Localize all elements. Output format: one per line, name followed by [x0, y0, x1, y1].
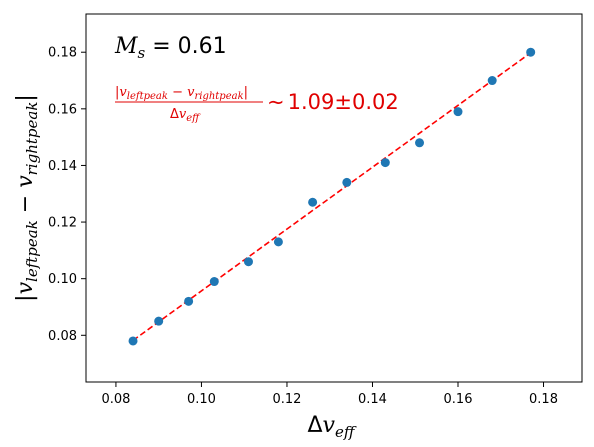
- ratio-den-v: v: [179, 107, 187, 122]
- ms-symbol: M: [114, 34, 138, 59]
- y-tick-label: 0.16: [48, 102, 77, 117]
- x-axis-label-v: v: [323, 413, 336, 438]
- data-point: [526, 47, 536, 57]
- y-axis-label-sub2: rightpeak: [23, 102, 41, 176]
- data-point: [487, 76, 497, 86]
- data-point: [342, 177, 352, 187]
- ratio-result: ∼ 1.09±0.02: [267, 90, 399, 114]
- ratio-num-v1: v: [119, 85, 127, 100]
- data-point: [380, 158, 390, 168]
- y-axis-label-v1: v: [13, 281, 38, 294]
- y-axis-ticks: 0.08 0.10 0.12 0.14 0.16 0.18: [48, 46, 86, 344]
- ratio-num-close-bar: |: [244, 85, 248, 100]
- ratio-num-sub1: leftpeak: [127, 91, 168, 102]
- y-axis-label-close-bar: |: [13, 94, 38, 101]
- ratio-denominator: Δveff: [170, 107, 201, 124]
- y-tick-label: 0.10: [48, 272, 77, 287]
- data-point: [184, 296, 194, 306]
- y-axis-label-v2: v: [13, 175, 38, 188]
- plot-area-frame: [85, 13, 583, 383]
- ratio-num-minus: −: [168, 85, 187, 100]
- ms-subscript: s: [138, 44, 146, 62]
- ms-equals: =: [145, 34, 177, 59]
- x-tick-label: 0.16: [444, 392, 473, 407]
- ratio-sim: ∼: [267, 90, 285, 114]
- data-point: [209, 277, 219, 287]
- data-point: [243, 257, 253, 267]
- ratio-value: 1.09±0.02: [288, 90, 399, 114]
- x-axis-label-sub: eff: [335, 423, 357, 441]
- y-axis-label: |vleftpeak − vrightpeak|: [13, 94, 41, 302]
- ratio-num-v2: v: [187, 85, 195, 100]
- data-points-group: [128, 47, 536, 346]
- ratio-num-sub2: rightpeak: [194, 91, 243, 102]
- y-tick-label: 0.12: [48, 216, 77, 231]
- x-tick-label: 0.10: [187, 392, 216, 407]
- x-axis-ticks: 0.08 0.10 0.12 0.14 0.16 0.18: [101, 382, 558, 407]
- y-tick-label: 0.08: [48, 329, 77, 344]
- y-tick-label: 0.18: [48, 46, 77, 61]
- x-tick-label: 0.14: [358, 392, 387, 407]
- fit-line: [132, 52, 532, 342]
- data-point: [415, 138, 425, 148]
- y-axis-label-sub1: leftpeak: [23, 220, 41, 282]
- data-point: [273, 237, 283, 247]
- y-axis-label-open-bar: |: [13, 294, 38, 301]
- ratio-num-open-bar: |: [115, 85, 119, 100]
- x-axis-label: Δveff: [307, 413, 356, 441]
- ratio-den-sub: eff: [186, 113, 201, 124]
- y-axis-label-minus: −: [13, 188, 38, 220]
- data-point: [453, 107, 463, 117]
- data-point: [128, 336, 138, 346]
- ms-value: 0.61: [178, 34, 227, 59]
- x-tick-label: 0.18: [529, 392, 558, 407]
- data-point: [154, 316, 164, 326]
- ratio-den-delta: Δ: [170, 107, 179, 122]
- y-tick-label: 0.14: [48, 159, 77, 174]
- fit-line-group: [132, 52, 532, 342]
- ratio-annotation: |vleftpeak − vrightpeak| Δveff ∼ 1.09±0.0…: [115, 85, 399, 124]
- ms-annotation: Ms = 0.61: [114, 34, 227, 62]
- x-tick-label: 0.08: [101, 392, 130, 407]
- x-axis-label-delta: Δ: [307, 413, 322, 438]
- x-tick-label: 0.12: [272, 392, 301, 407]
- ratio-numerator: |vleftpeak − vrightpeak|: [115, 85, 248, 102]
- data-point: [308, 197, 318, 207]
